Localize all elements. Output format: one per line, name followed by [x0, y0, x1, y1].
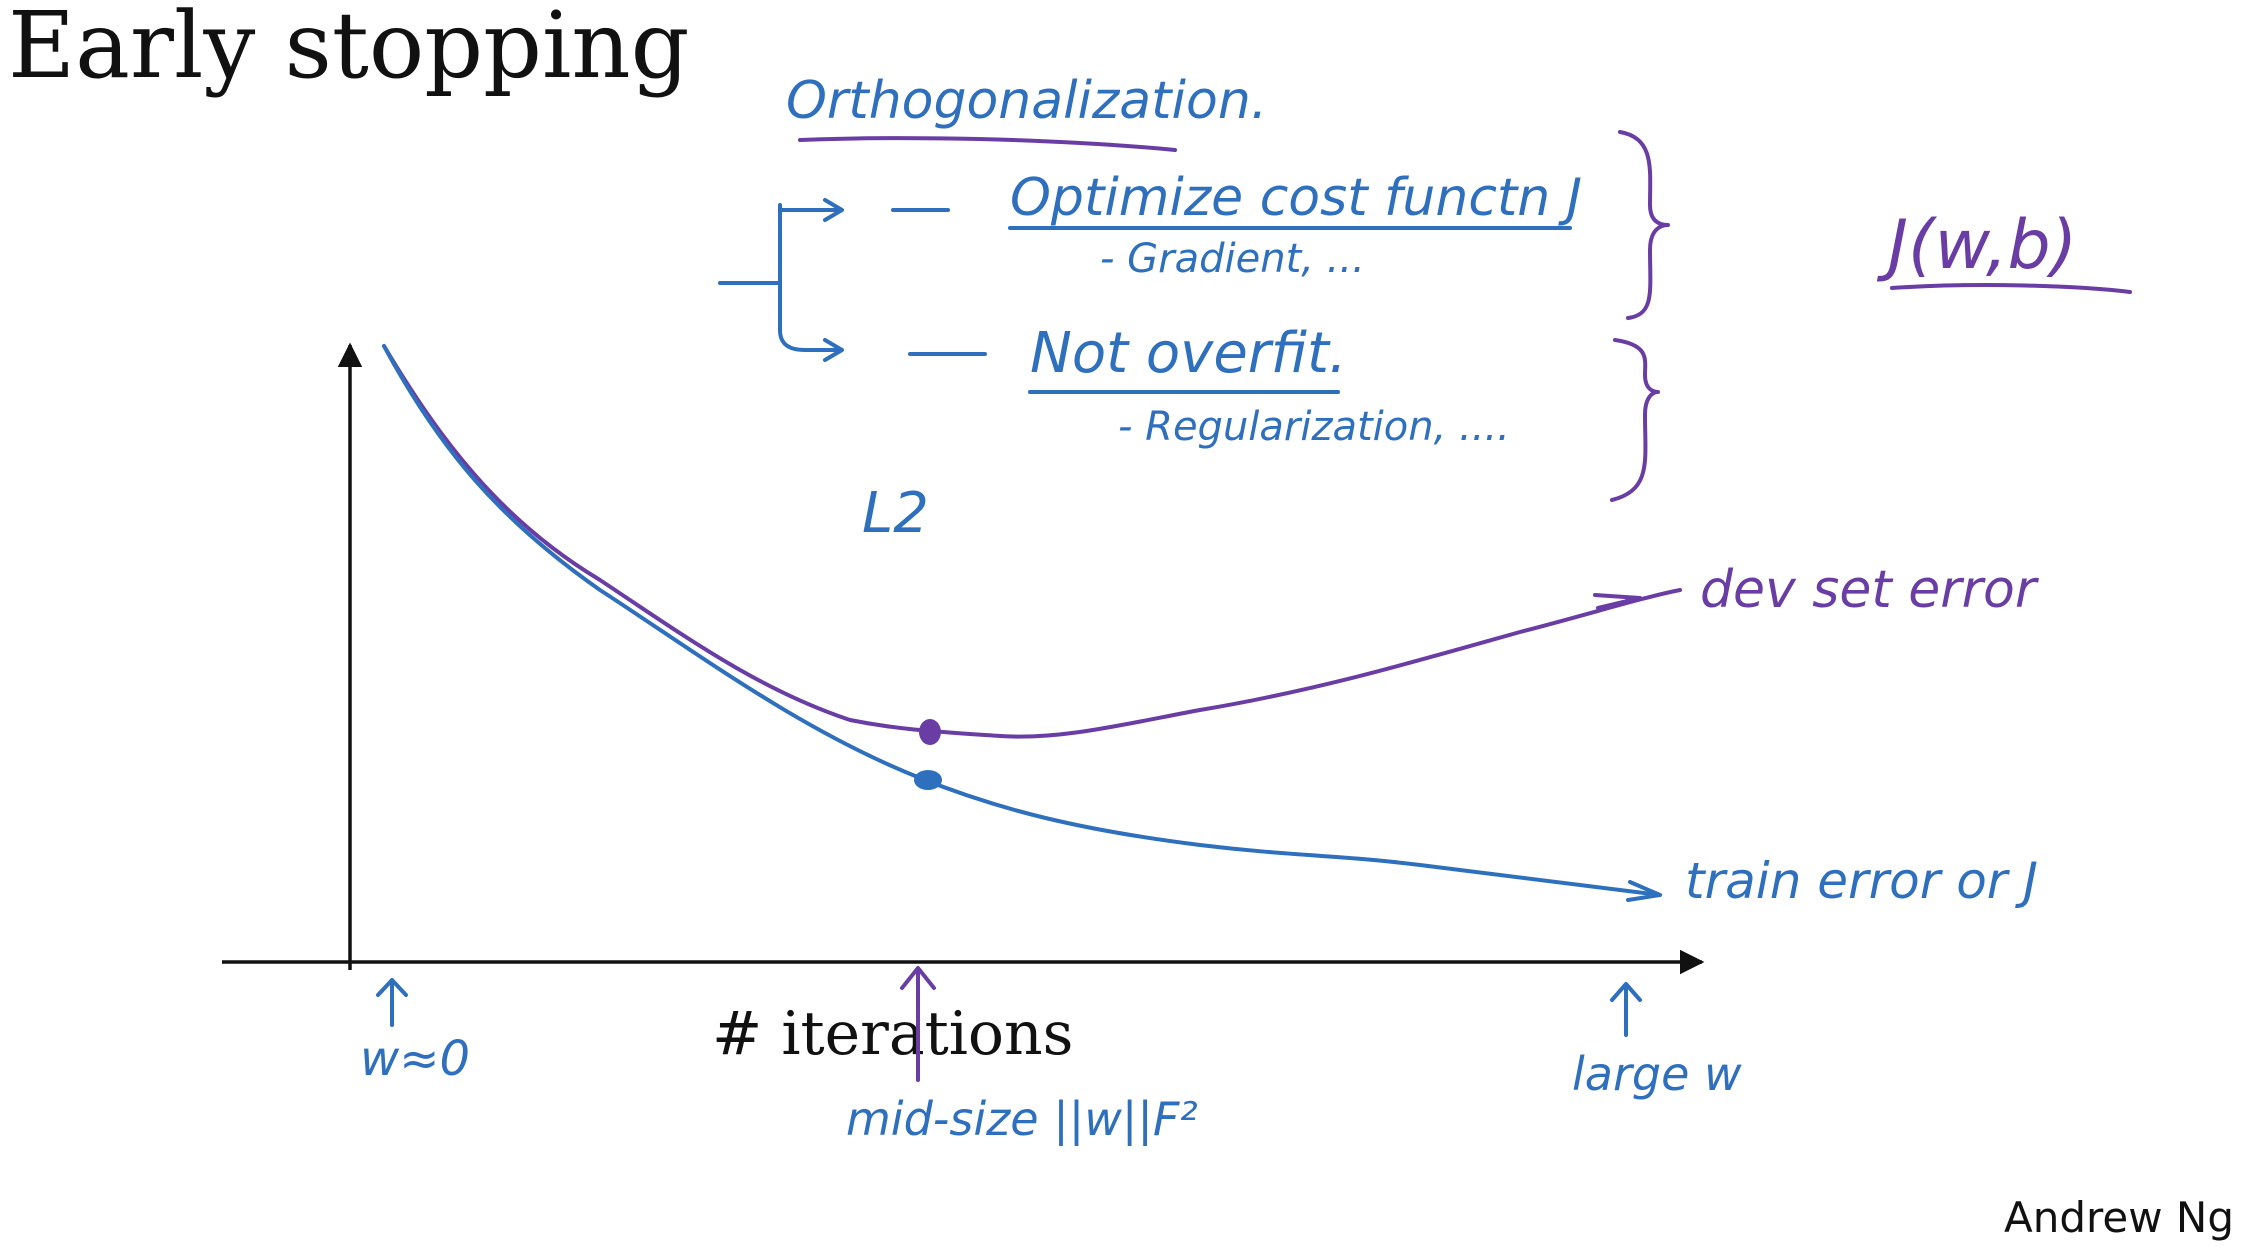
brace-bottom: [1610, 338, 1660, 502]
author-credit: Andrew Ng: [2004, 1193, 2234, 1242]
not-overfit-note: Not overfit.: [1030, 321, 1347, 386]
branch-arrow-bottom: [823, 338, 987, 362]
brace-top: [1618, 130, 1670, 320]
large-w-annotation: large w: [1572, 1047, 1742, 1101]
mid-size-arrow: [900, 966, 936, 1082]
branch-bracket: [718, 203, 842, 352]
orthogonalization-note: Orthogonalization.: [786, 71, 1267, 131]
mid-size-annotation: mid-size ||w||F²: [846, 1092, 1198, 1147]
large-w-arrow: [1610, 982, 1642, 1037]
optimize-note: Optimize cost functn J: [1010, 168, 1582, 228]
gradient-note: - Gradient, ...: [1100, 236, 1365, 282]
w-zero-arrow: [376, 978, 408, 1027]
x-axis-label: # iterations: [712, 999, 1073, 1069]
dev-set-error-label: dev set error: [1700, 560, 2040, 620]
branch-arrow-top: [823, 198, 950, 222]
train-curve-arrowhead: [1626, 880, 1662, 902]
orthogonalization-underline: [798, 136, 1177, 152]
w-zero-annotation: w≈0: [360, 1031, 470, 1087]
cost-function-underline: [1890, 283, 2132, 294]
train-error-point: [914, 770, 942, 790]
dev-set-error-curve: [382, 344, 1682, 739]
dev-error-min-point: [919, 719, 941, 745]
regularization-note: - Regularization, ....: [1118, 404, 1510, 450]
l2-note: L2: [862, 481, 929, 546]
dev-curve-arrowhead: [1593, 593, 1642, 610]
train-error-curve: [382, 344, 1662, 897]
cost-function-note: J(w,b): [1876, 206, 2077, 285]
slide-title: Early stopping: [8, 0, 690, 99]
train-error-label: train error or J: [1685, 852, 2038, 910]
